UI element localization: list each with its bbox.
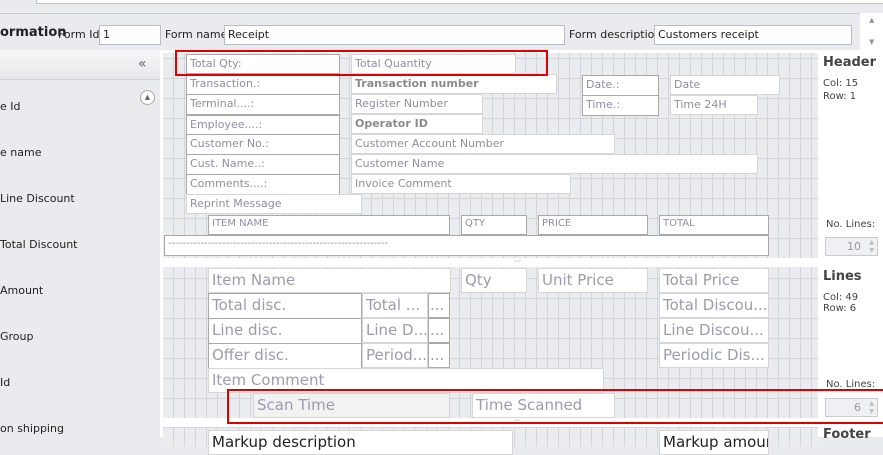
section-title: ormation [0, 25, 67, 40]
form-name-input[interactable]: Receipt [224, 25, 565, 45]
row-readout: Row: 1 [823, 91, 857, 102]
field[interactable]: Markup amount [659, 430, 769, 455]
field[interactable]: Offer disc. [208, 343, 362, 369]
field[interactable]: Line disc. [208, 318, 362, 344]
field[interactable]: ITEM NAME [208, 215, 450, 235]
field[interactable]: Operator ID [351, 114, 483, 134]
form-desc-label: Form description [569, 28, 662, 41]
spinner-value: 10 [847, 240, 861, 253]
form-id-label: Form Id [58, 28, 100, 41]
field[interactable]: Customer Account Number [351, 134, 615, 154]
spin-up-icon[interactable]: ▲ [869, 239, 874, 246]
field[interactable]: Reprint Message [186, 194, 362, 214]
divider [0, 13, 870, 14]
highlight-box [175, 50, 548, 76]
field[interactable]: Item Comment [208, 368, 604, 393]
section-title: Lines [823, 269, 862, 284]
no-lines-label: No. Lines: [826, 219, 876, 230]
field[interactable]: ... [428, 343, 450, 368]
field[interactable]: ... [428, 293, 450, 318]
field[interactable]: Employee....: [186, 115, 340, 135]
field[interactable]: QTY [461, 215, 527, 235]
form-name-label: Form name [165, 28, 228, 41]
field[interactable]: Register Number [351, 94, 483, 114]
field[interactable]: Total Discou... [659, 293, 769, 318]
field[interactable]: Qty [461, 268, 527, 293]
field[interactable]: Item Name [208, 268, 451, 293]
field[interactable]: Total Price [659, 268, 769, 293]
no-lines-label: No. Lines: [826, 379, 876, 390]
row-readout: Row: 6 [823, 303, 857, 314]
highlight-box [227, 389, 883, 424]
field[interactable]: Total disc. [208, 293, 362, 319]
sidebar-item[interactable]: Id [0, 376, 11, 389]
spin-up-icon[interactable]: ▲ [869, 400, 874, 407]
lines-lines-spinner[interactable]: 6 ▲ ▼ [825, 398, 878, 417]
field[interactable]: Total ... [362, 293, 428, 318]
field[interactable]: Line Discou... [659, 318, 769, 343]
spinner-value: 6 [854, 401, 861, 414]
field[interactable]: Total Quantity [351, 54, 516, 74]
field[interactable]: Time 24H [670, 95, 758, 115]
splitter-handle[interactable]: ″″″ [514, 260, 521, 267]
field[interactable]: Date.: [582, 75, 659, 96]
field[interactable]: ... [428, 318, 450, 343]
field[interactable]: Transaction.: [186, 74, 340, 95]
section-title: Header [823, 55, 877, 70]
field[interactable]: Total Qty: [186, 54, 340, 74]
col-readout: Col: 49 [823, 292, 859, 303]
header-lines-spinner[interactable]: 10 ▲ ▼ [825, 237, 878, 256]
field[interactable]: Markup description [208, 430, 513, 455]
field[interactable]: Date [670, 75, 780, 95]
field[interactable]: Time Scanned [472, 393, 615, 418]
top-panel [36, 0, 883, 4]
field[interactable]: Time.: [582, 95, 659, 116]
field[interactable]: Scan Time [253, 393, 450, 418]
section-title: Footer [823, 427, 871, 442]
sidebar-item[interactable]: e name [0, 146, 42, 159]
field[interactable]: Periodic Dis... [659, 343, 769, 368]
field[interactable]: PRICE [538, 215, 648, 235]
field[interactable]: Unit Price [538, 268, 648, 293]
sidebar-item[interactable]: Line Discount [0, 192, 75, 205]
sidebar-header: « [0, 50, 160, 80]
field[interactable]: Comments....: [186, 174, 340, 195]
field[interactable]: Line D... [362, 318, 428, 343]
field[interactable]: Invoice Comment [351, 174, 571, 194]
form-desc-input[interactable]: Customers receipt [654, 25, 852, 45]
sidebar-item[interactable]: e Id [0, 100, 21, 113]
col-readout: Col: 15 [823, 78, 859, 89]
sidebar-item[interactable]: on shipping [0, 422, 64, 435]
scrollbar[interactable]: ▲ ▼ [860, 13, 883, 51]
scroll-up-circle-icon[interactable]: ▲ [140, 90, 155, 105]
collapse-icon[interactable]: « [138, 56, 147, 72]
field[interactable]: TOTAL [659, 215, 769, 235]
field[interactable]: Terminal....: [186, 94, 340, 115]
field[interactable]: Customer Name [351, 154, 758, 174]
spin-down-icon[interactable]: ▼ [869, 408, 874, 415]
sidebar-item[interactable]: Total Discount [0, 238, 78, 251]
form-id-input[interactable]: 1 [99, 25, 161, 45]
field[interactable]: Cust. Name..: [186, 154, 340, 175]
scroll-down-icon[interactable]: ▼ [869, 38, 875, 46]
field[interactable]: Customer No.: [186, 134, 340, 155]
scroll-up-icon[interactable]: ▲ [869, 16, 875, 24]
field[interactable]: Period... [362, 343, 428, 368]
sidebar-item[interactable]: Group [0, 330, 34, 343]
sidebar-item[interactable]: Amount [0, 284, 44, 297]
spin-down-icon[interactable]: ▼ [869, 247, 874, 254]
separator-field[interactable]: ----------------------------------------… [164, 235, 769, 256]
field[interactable]: Transaction number [351, 74, 557, 94]
